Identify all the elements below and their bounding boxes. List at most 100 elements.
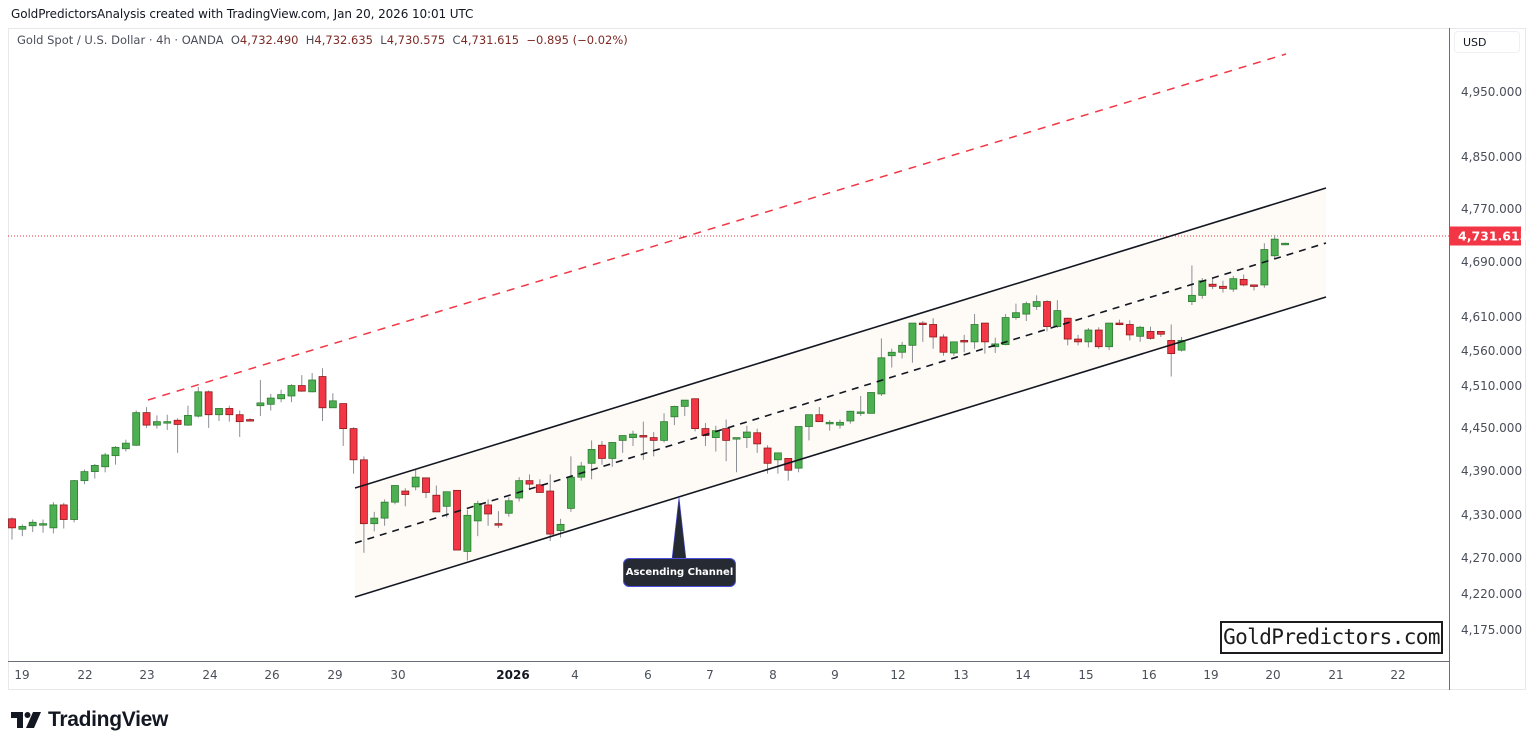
bearish-candle[interactable]: [1239, 278, 1248, 286]
bullish-candle[interactable]: [991, 343, 1000, 348]
channel-mid-line[interactable]: [354, 242, 1327, 544]
bullish-candle[interactable]: [887, 351, 896, 357]
bullish-candle[interactable]: [618, 435, 627, 441]
bearish-candle[interactable]: [929, 324, 938, 338]
bearish-candle[interactable]: [339, 403, 348, 429]
bearish-candle[interactable]: [494, 523, 503, 526]
bullish-candle[interactable]: [152, 421, 161, 426]
bearish-candle[interactable]: [401, 490, 410, 495]
bullish-candle[interactable]: [587, 449, 596, 464]
bullish-candle[interactable]: [184, 415, 192, 426]
bearish-candle[interactable]: [1074, 338, 1082, 343]
tradingview-logo[interactable]: TradingView: [11, 708, 168, 732]
bearish-candle[interactable]: [939, 336, 948, 353]
bearish-candle[interactable]: [142, 412, 151, 426]
bearish-candle[interactable]: [8, 518, 16, 529]
bullish-candle[interactable]: [825, 421, 834, 425]
bullish-candle[interactable]: [1105, 322, 1113, 348]
bearish-candle[interactable]: [918, 322, 927, 326]
bullish-candle[interactable]: [836, 421, 844, 426]
bullish-candle[interactable]: [867, 392, 875, 414]
bullish-candle[interactable]: [39, 523, 47, 526]
bullish-candle[interactable]: [121, 442, 130, 450]
bullish-candle[interactable]: [1084, 329, 1093, 343]
bearish-candle[interactable]: [422, 477, 430, 493]
bullish-candle[interactable]: [856, 411, 865, 414]
bullish-candle[interactable]: [1053, 310, 1062, 327]
bullish-candle[interactable]: [877, 357, 886, 395]
bearish-candle[interactable]: [598, 444, 606, 459]
bearish-candle[interactable]: [1094, 329, 1103, 348]
bearish-candle[interactable]: [960, 340, 969, 343]
bearish-candle[interactable]: [225, 408, 234, 416]
bullish-candle[interactable]: [774, 452, 782, 461]
bullish-candle[interactable]: [670, 405, 679, 418]
bearish-candle[interactable]: [204, 391, 213, 416]
bearish-candle[interactable]: [484, 504, 493, 515]
bullish-candle[interactable]: [660, 421, 668, 441]
bearish-candle[interactable]: [691, 398, 699, 429]
bullish-candle[interactable]: [18, 526, 27, 530]
bearish-candle[interactable]: [1219, 285, 1227, 289]
bearish-candle[interactable]: [246, 419, 254, 422]
bullish-candle[interactable]: [163, 421, 172, 424]
bullish-candle[interactable]: [898, 344, 906, 353]
bullish-candle[interactable]: [1032, 301, 1041, 307]
bullish-candle[interactable]: [473, 503, 482, 522]
bearish-candle[interactable]: [981, 322, 989, 343]
bullish-candle[interactable]: [215, 408, 223, 416]
bearish-candle[interactable]: [453, 489, 461, 551]
bearish-candle[interactable]: [1156, 331, 1165, 335]
bullish-candle[interactable]: [49, 504, 58, 529]
bearish-candle[interactable]: [815, 414, 824, 423]
bullish-candle[interactable]: [629, 433, 637, 439]
bullish-candle[interactable]: [908, 322, 917, 346]
bullish-candle[interactable]: [1001, 317, 1010, 346]
bullish-candle[interactable]: [70, 480, 78, 520]
bullish-candle[interactable]: [101, 454, 110, 468]
bullish-candle[interactable]: [732, 437, 741, 440]
symbol-name[interactable]: Gold Spot / U.S. Dollar · 4h · OANDA: [17, 33, 224, 47]
currency-button[interactable]: USD: [1454, 31, 1520, 53]
bullish-candle[interactable]: [742, 431, 751, 439]
bearish-candle[interactable]: [1125, 324, 1134, 336]
bullish-candle[interactable]: [308, 379, 317, 393]
bearish-candle[interactable]: [318, 376, 327, 409]
bullish-candle[interactable]: [1136, 326, 1145, 337]
bullish-candle[interactable]: [194, 391, 203, 417]
bullish-candle[interactable]: [970, 324, 979, 343]
bearish-candle[interactable]: [349, 428, 358, 461]
bullish-candle[interactable]: [328, 400, 337, 409]
bullish-candle[interactable]: [380, 501, 389, 519]
bearish-candle[interactable]: [1043, 301, 1051, 327]
bullish-candle[interactable]: [90, 464, 99, 473]
bearish-candle[interactable]: [722, 428, 731, 441]
bullish-candle[interactable]: [28, 521, 37, 527]
bullish-candle[interactable]: [256, 402, 265, 407]
bullish-candle[interactable]: [1229, 278, 1238, 290]
bullish-candle[interactable]: [556, 523, 565, 532]
bullish-candle[interactable]: [794, 426, 803, 469]
bearish-candle[interactable]: [432, 494, 441, 513]
bullish-candle[interactable]: [287, 385, 296, 397]
resistance-trendline-line[interactable]: [147, 53, 1287, 401]
bullish-candle[interactable]: [391, 485, 399, 503]
bullish-candle[interactable]: [111, 446, 120, 457]
bearish-candle[interactable]: [59, 504, 68, 520]
bullish-candle[interactable]: [608, 442, 617, 459]
bullish-candle[interactable]: [1012, 312, 1020, 318]
bearish-candle[interactable]: [649, 437, 658, 441]
bearish-candle[interactable]: [359, 459, 368, 525]
bearish-candle[interactable]: [1115, 322, 1124, 326]
bullish-candle[interactable]: [1177, 340, 1186, 351]
bullish-candle[interactable]: [680, 399, 689, 407]
bullish-candle[interactable]: [949, 341, 958, 354]
bullish-candle[interactable]: [515, 480, 524, 499]
bearish-candle[interactable]: [525, 480, 534, 485]
bullish-candle[interactable]: [411, 476, 420, 488]
bullish-candle[interactable]: [1270, 238, 1279, 257]
bullish-candle[interactable]: [1188, 294, 1196, 302]
bullish-candle[interactable]: [266, 397, 275, 405]
bearish-candle[interactable]: [297, 385, 306, 392]
